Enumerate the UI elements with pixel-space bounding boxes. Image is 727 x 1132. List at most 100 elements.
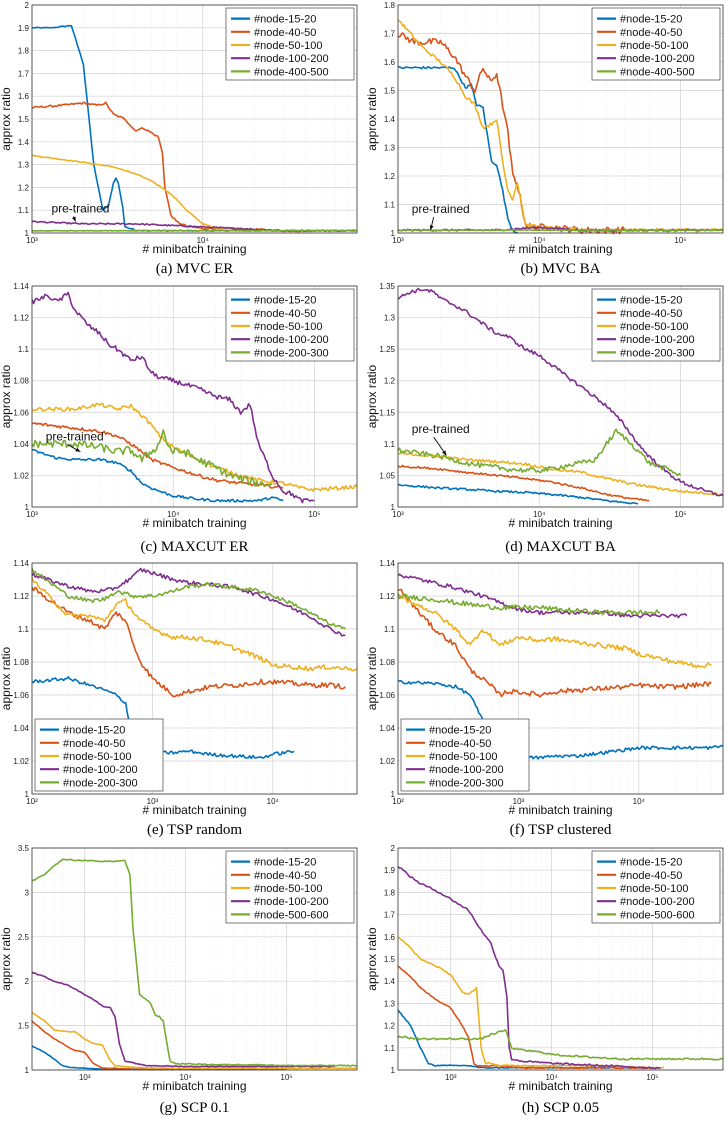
series-line [31, 448, 284, 503]
axes-box [397, 285, 724, 508]
panel-caption: (c) MAXCUT ER [140, 539, 248, 555]
y-tick-label: 1.06 [379, 691, 395, 700]
annotation-arrowhead [429, 225, 434, 231]
x-tick-label: 10⁴ [179, 1073, 192, 1082]
legend-label: #node-100-200 [620, 53, 695, 65]
x-tick-label: 10⁴ [633, 797, 646, 806]
series-line [31, 971, 335, 1068]
y-axis-label: approx ratio [0, 646, 13, 710]
x-axis-label: # minibatch training [142, 803, 246, 817]
x-tick-label: 10⁵ [674, 236, 686, 245]
y-tick-label: 1.14 [13, 282, 29, 291]
series-line [31, 429, 273, 488]
y-axis-label: approx ratio [365, 646, 379, 710]
legend: #node-15-20#node-40-50#node-50-100#node-… [225, 850, 355, 924]
legend-label: #node-40-50 [254, 308, 316, 320]
y-tick-label: 1.4 [384, 977, 396, 986]
y-tick-label: 1.1 [18, 345, 30, 354]
y-tick-label: 1 [391, 229, 396, 238]
annotation-arrowhead [75, 447, 81, 452]
chart-panel: 10³ 10⁴ 10⁵ 1 1.05 1.1 1.15 1.2 1.25 1.3 1.35 # min… [365, 282, 724, 555]
y-tick-label: 1.7 [384, 30, 396, 39]
y-tick-label: 2.5 [18, 933, 30, 942]
legend-label: #node-500-600 [254, 909, 329, 921]
legend-label: #node-50-100 [254, 40, 323, 52]
y-tick-label: 1.25 [379, 345, 395, 354]
y-tick-label: 1.7 [384, 911, 396, 920]
y-tick-label: 1.14 [13, 559, 29, 568]
y-tick-label: 1.8 [18, 47, 30, 56]
chart-panel: 10³ 10⁴ 10⁵ 1 1.02 1.04 1.06 1.08 1.1 1.12 1.14 # m… [0, 282, 358, 555]
y-tick-label: 1.1 [18, 206, 30, 215]
legend: #node-15-20#node-40-50#node-50-100#node-… [225, 288, 355, 362]
legend-label: #node-40-50 [620, 870, 682, 882]
x-tick-label: 10³ [26, 510, 38, 519]
annotation-text: pre-trained [51, 201, 109, 215]
x-axis-label: # minibatch training [508, 242, 612, 256]
y-tick-label: 2 [25, 977, 30, 986]
x-tick-label: 10⁴ [533, 510, 546, 519]
series-line [31, 858, 358, 1067]
series-line [31, 291, 315, 504]
y-tick-label: 1.5 [18, 115, 30, 124]
legend-label: #node-100-200 [620, 334, 695, 346]
y-tick-label: 1.4 [18, 138, 30, 147]
legend-label: #node-40-50 [254, 870, 316, 882]
x-tick-label: 10³ [513, 797, 525, 806]
series-line [397, 593, 661, 616]
series-line [397, 1029, 724, 1061]
series-line [397, 229, 724, 232]
y-tick-label: 1 [391, 503, 396, 512]
legend-label: #node-400-500 [254, 66, 329, 78]
x-tick-label: 10⁴ [267, 797, 280, 806]
legend: #node-15-20#node-40-50#node-50-100#node-… [591, 7, 721, 81]
series-line [397, 865, 661, 1070]
y-tick-label: 1.08 [379, 658, 395, 667]
chart-panel: 10² 10³ 10⁴ 1 1.02 1.04 1.06 1.08 1.1 1.12 1.14 # m… [365, 559, 724, 838]
axes-box [31, 285, 358, 508]
series-line [397, 679, 724, 761]
y-tick-label: 1.1 [384, 440, 396, 449]
y-tick-label: 3 [25, 888, 30, 897]
panel-caption: (g) SCP 0.1 [160, 1100, 230, 1116]
series-line [31, 1020, 287, 1071]
y-tick-label: 1.8 [384, 1, 396, 10]
x-tick-label: 10⁵ [308, 510, 320, 519]
x-tick-label: 10³ [392, 236, 404, 245]
legend-label: #node-15-20 [620, 857, 682, 869]
series-line [397, 464, 650, 502]
x-tick-label: 10² [392, 797, 404, 806]
legend-label: #node-40-50 [254, 27, 316, 39]
panel-caption: (e) TSP random [147, 822, 242, 838]
legend: #node-15-20#node-40-50#node-50-100#node-… [400, 718, 530, 792]
x-axis-label: # minibatch training [508, 516, 612, 530]
panel-caption: (d) MAXCUT BA [505, 539, 616, 555]
annotation-arrowhead [72, 216, 76, 222]
series-line [397, 483, 639, 505]
series-line [31, 567, 346, 637]
y-tick-label: 1.06 [13, 408, 29, 417]
y-tick-label: 1.06 [13, 691, 29, 700]
y-tick-label: 2 [25, 1, 30, 10]
x-tick-label: 10³ [147, 797, 159, 806]
x-tick-label: 10² [26, 797, 38, 806]
series-line [397, 451, 724, 497]
y-tick-label: 1.4 [384, 115, 396, 124]
y-tick-label: 1.04 [13, 440, 29, 449]
y-tick-label: 1.6 [384, 933, 396, 942]
y-tick-label: 1.1 [384, 201, 396, 210]
x-axis-label: # minibatch training [142, 516, 246, 530]
y-tick-label: 1.5 [384, 955, 396, 964]
y-tick-label: 1.08 [13, 377, 29, 386]
series-line [31, 154, 358, 232]
y-tick-label: 1.2 [384, 172, 396, 181]
y-tick-label: 1.14 [379, 559, 395, 568]
legend-label: #node-200-300 [254, 347, 329, 359]
y-tick-label: 1.02 [13, 471, 29, 480]
x-tick-label: 10⁴ [545, 1073, 558, 1082]
y-tick-label: 1.2 [18, 183, 30, 192]
x-tick-label: 10³ [392, 510, 404, 519]
series-line [397, 593, 712, 669]
legend-label: #node-50-100 [254, 321, 323, 333]
legend-label: #node-100-200 [254, 334, 329, 346]
